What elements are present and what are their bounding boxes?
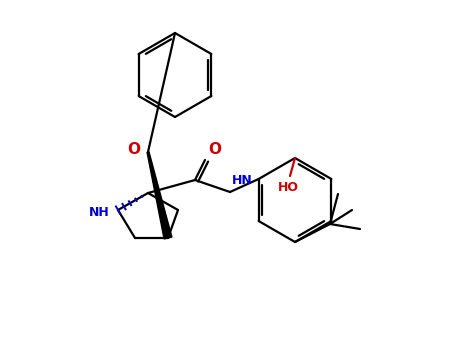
Text: HO: HO: [278, 181, 298, 194]
Text: O: O: [208, 142, 221, 157]
Polygon shape: [147, 152, 172, 239]
Text: NH: NH: [89, 205, 110, 218]
Text: HN: HN: [232, 174, 253, 187]
Text: O: O: [127, 142, 141, 158]
